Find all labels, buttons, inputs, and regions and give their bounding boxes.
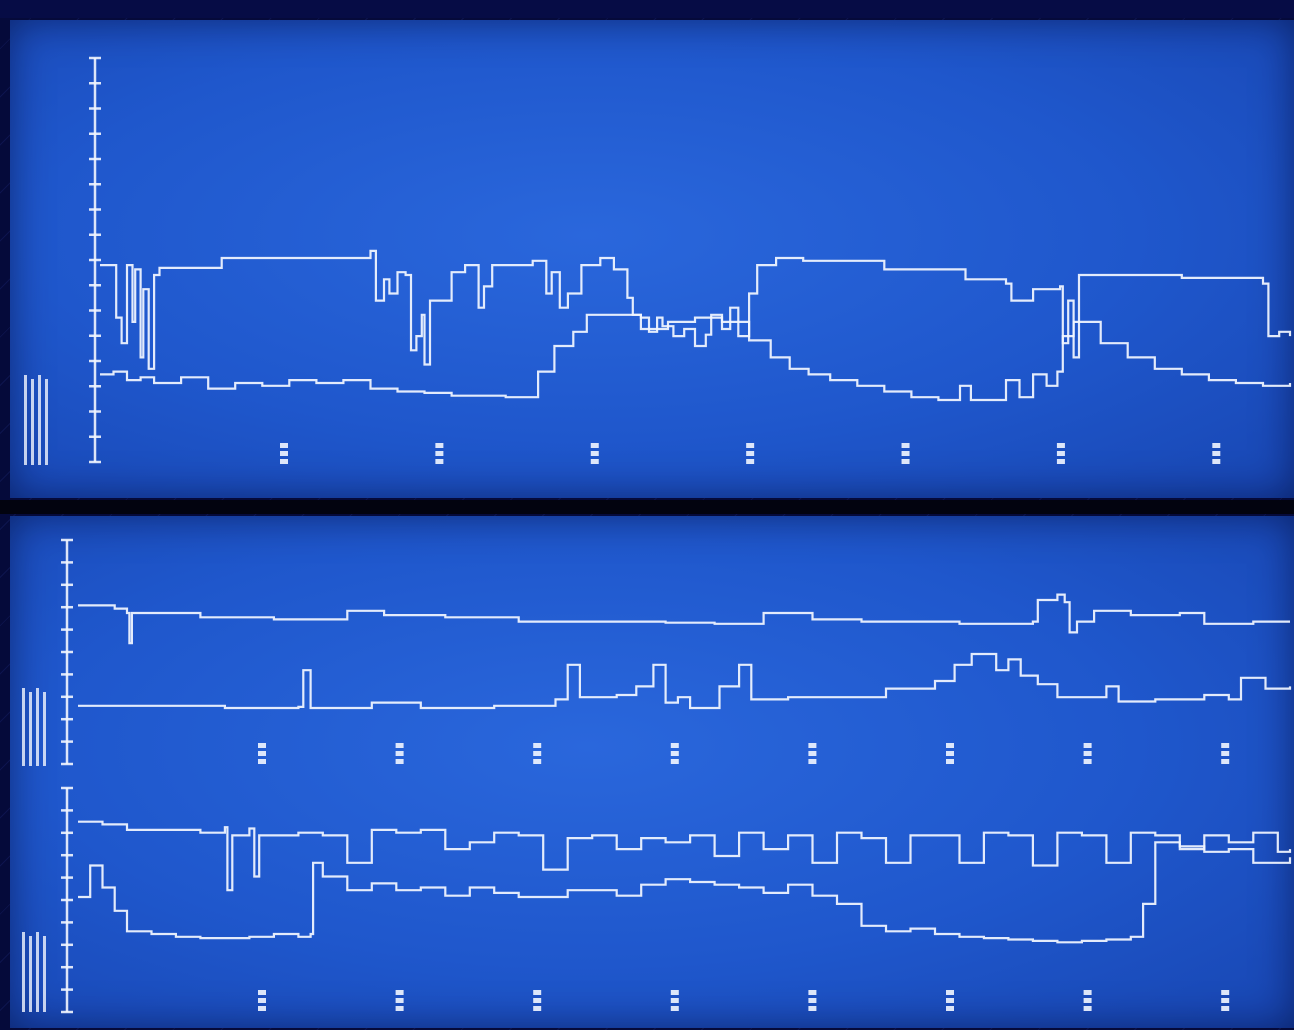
time-marker xyxy=(946,990,954,995)
time-marker xyxy=(901,451,910,456)
time-marker xyxy=(1221,743,1230,748)
time-marker xyxy=(808,759,817,764)
time-marker xyxy=(1212,451,1221,456)
time-marker xyxy=(808,1006,817,1011)
channel-indicator xyxy=(31,379,34,465)
time-marker xyxy=(808,751,817,756)
time-marker xyxy=(533,759,542,764)
time-marker xyxy=(590,459,599,464)
top-frame-edge xyxy=(0,0,1294,18)
time-marker xyxy=(746,459,755,464)
time-marker xyxy=(1221,1006,1230,1011)
time-marker xyxy=(1083,743,1092,748)
channel-indicator xyxy=(38,375,41,465)
time-marker xyxy=(808,990,817,995)
time-marker xyxy=(435,443,444,448)
trace-series-2 xyxy=(78,841,1292,944)
trace-series-1 xyxy=(78,593,1290,645)
time-marker xyxy=(670,751,679,756)
time-marker xyxy=(395,743,404,748)
trace-series-1 xyxy=(78,820,1292,892)
time-marker xyxy=(395,998,404,1003)
time-marker xyxy=(670,759,679,764)
time-marker xyxy=(435,459,444,464)
time-marker xyxy=(1221,751,1230,756)
channel-indicator xyxy=(43,936,46,1012)
time-marker xyxy=(1056,443,1065,448)
time-marker xyxy=(280,451,288,456)
time-marker xyxy=(808,743,817,748)
channel-indicator xyxy=(24,375,27,465)
time-marker xyxy=(1083,1006,1092,1011)
trace-series-2 xyxy=(78,652,1292,710)
time-marker xyxy=(1221,990,1230,995)
time-marker xyxy=(395,990,404,995)
time-marker xyxy=(533,990,542,995)
time-marker xyxy=(1083,998,1092,1003)
time-marker xyxy=(280,459,288,464)
time-marker xyxy=(258,759,266,764)
channel-indicator xyxy=(45,379,48,465)
chart-2 xyxy=(22,538,1292,766)
channel-indicator xyxy=(36,688,39,766)
panel-divider xyxy=(0,500,1294,514)
time-marker xyxy=(1221,998,1230,1003)
time-marker xyxy=(590,451,599,456)
time-marker xyxy=(808,998,817,1003)
time-marker xyxy=(946,743,954,748)
time-marker xyxy=(1056,459,1065,464)
trace-series-1 xyxy=(100,249,1292,370)
time-marker xyxy=(670,998,679,1003)
channel-indicator xyxy=(22,688,25,766)
time-marker xyxy=(395,1006,404,1011)
time-marker xyxy=(1056,451,1065,456)
time-marker xyxy=(670,743,679,748)
time-marker xyxy=(901,459,910,464)
time-marker xyxy=(946,1006,954,1011)
time-marker xyxy=(1083,751,1092,756)
channel-indicator xyxy=(43,692,46,766)
time-marker xyxy=(746,443,755,448)
channel-indicator xyxy=(22,932,25,1012)
time-marker xyxy=(395,751,404,756)
time-marker xyxy=(1221,759,1230,764)
time-marker xyxy=(746,451,755,456)
time-marker xyxy=(1083,759,1092,764)
time-marker xyxy=(435,451,444,456)
time-marker xyxy=(946,759,954,764)
chart-1 xyxy=(24,56,1292,465)
time-marker xyxy=(533,1006,542,1011)
time-marker xyxy=(1212,459,1221,464)
time-marker xyxy=(1212,443,1221,448)
time-marker xyxy=(258,743,266,748)
time-marker xyxy=(395,759,404,764)
time-marker xyxy=(946,998,954,1003)
time-marker xyxy=(590,443,599,448)
time-marker xyxy=(1083,990,1092,995)
time-marker xyxy=(670,1006,679,1011)
time-marker xyxy=(280,443,288,448)
time-marker xyxy=(258,751,266,756)
time-marker xyxy=(670,990,679,995)
time-marker xyxy=(533,751,542,756)
trace-series-2 xyxy=(100,313,1292,402)
time-marker xyxy=(533,998,542,1003)
time-marker xyxy=(533,743,542,748)
time-marker xyxy=(258,990,266,995)
channel-indicator xyxy=(29,936,32,1012)
channel-indicator xyxy=(29,692,32,766)
time-marker xyxy=(901,443,910,448)
time-marker xyxy=(258,998,266,1003)
time-marker xyxy=(946,751,954,756)
channel-indicator xyxy=(36,932,39,1012)
time-marker xyxy=(258,1006,266,1011)
chart-3 xyxy=(22,786,1292,1014)
